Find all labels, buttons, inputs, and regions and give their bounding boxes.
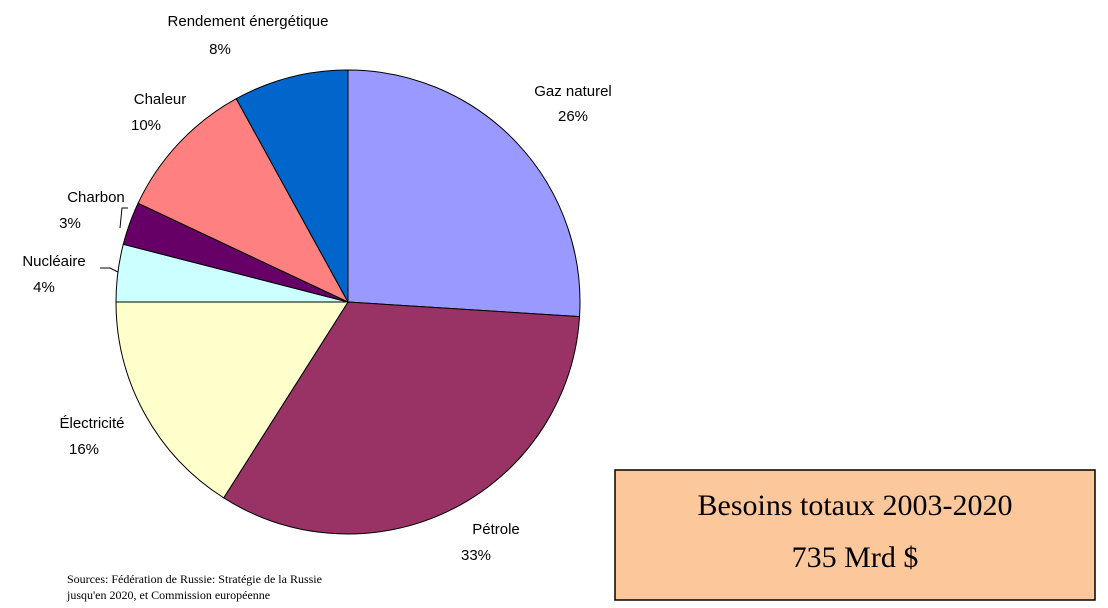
slice-label: Nucléaire [22,253,85,270]
slice-value-label: 26% [558,108,588,125]
slice-value-label: 33% [461,547,491,564]
slice-value-label: 10% [131,117,161,134]
source-note: jusqu'en 2020, et Commission européenne [66,588,270,602]
box-text: 735 Mrd $ [792,541,919,574]
slice-label: Électricité [59,415,124,432]
slice-value-label: 8% [209,41,231,58]
summary-box [614,469,1096,601]
box-text: Besoins totaux 2003-2020 [698,489,1013,522]
pie-slice [347,69,581,318]
slice-value-label: 3% [59,215,81,232]
slice-value-label: 4% [33,279,55,296]
slice-label: Chaleur [134,91,187,108]
pie-slice [137,98,350,304]
slice-label: Rendement énergétique [168,13,329,30]
slice-label: Charbon [67,189,125,206]
leader-line [119,207,128,229]
leader-line [100,267,119,273]
pie-slice [115,301,349,499]
pie-slice [235,69,349,303]
slice-label: Gaz naturel [534,83,612,100]
source-note: Sources: Fédération de Russie: Stratégie… [67,572,322,586]
slice-value-label: 16% [69,441,99,458]
pie-slice [222,301,581,535]
pie [115,69,581,535]
slice-label: Pétrole [472,521,520,538]
